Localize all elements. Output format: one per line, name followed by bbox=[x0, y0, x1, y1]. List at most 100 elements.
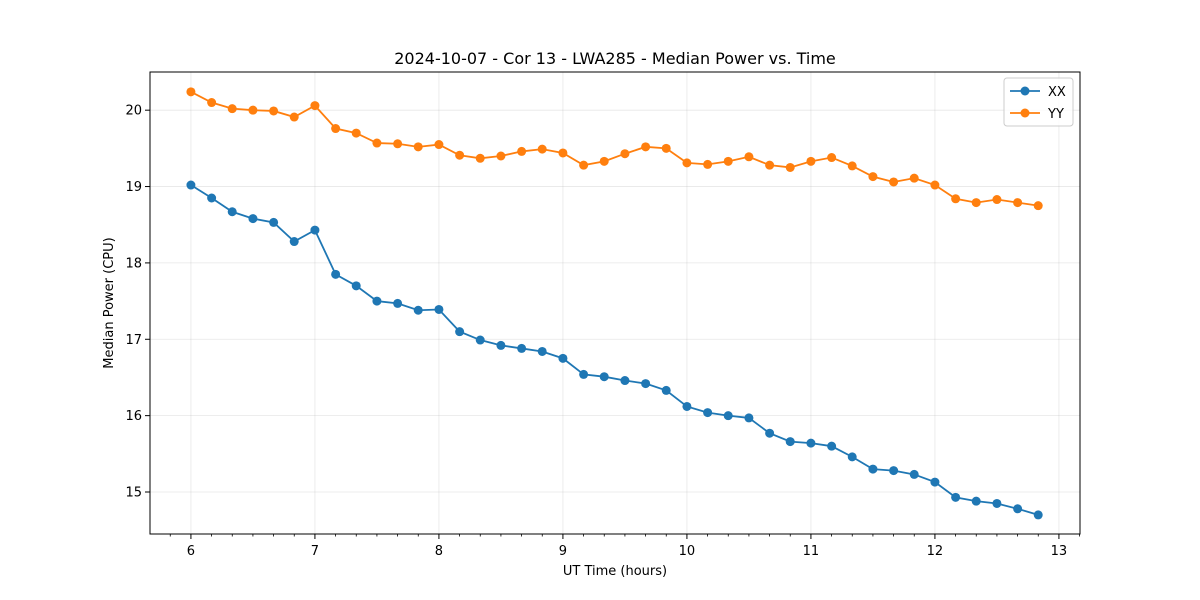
data-point-yy bbox=[310, 101, 320, 111]
data-point-xx bbox=[455, 327, 465, 337]
data-point-xx bbox=[558, 353, 568, 363]
y-tick-label: 20 bbox=[125, 104, 142, 119]
data-point-yy bbox=[434, 140, 444, 150]
data-point-xx bbox=[620, 376, 630, 386]
data-point-yy bbox=[765, 160, 775, 170]
data-point-xx bbox=[909, 469, 919, 479]
data-point-yy bbox=[889, 177, 899, 187]
data-point-xx bbox=[496, 340, 506, 350]
data-point-yy bbox=[227, 104, 237, 114]
y-tick-label: 18 bbox=[125, 256, 142, 271]
data-point-xx bbox=[765, 428, 775, 438]
data-point-xx bbox=[641, 379, 651, 389]
data-point-xx bbox=[310, 225, 320, 235]
data-point-yy bbox=[661, 143, 671, 153]
data-point-yy bbox=[723, 156, 733, 166]
data-point-yy bbox=[413, 142, 423, 152]
y-tick-label: 16 bbox=[125, 409, 142, 424]
x-tick-label: 13 bbox=[1051, 544, 1068, 559]
legend-marker bbox=[1020, 108, 1030, 118]
y-tick-label: 19 bbox=[125, 180, 142, 195]
data-point-yy bbox=[806, 156, 816, 166]
plot-area bbox=[186, 87, 1043, 520]
x-tick-label: 11 bbox=[803, 544, 820, 559]
data-point-yy bbox=[331, 124, 341, 134]
plot-frame bbox=[149, 71, 1081, 535]
data-point-xx bbox=[1013, 504, 1023, 514]
chart-title: 2024-10-07 - Cor 13 - LWA285 - Median Po… bbox=[394, 49, 836, 68]
data-point-yy bbox=[868, 172, 878, 182]
data-point-xx bbox=[599, 372, 609, 382]
data-point-yy bbox=[951, 194, 961, 204]
data-point-xx bbox=[889, 466, 899, 476]
x-tick-label: 9 bbox=[559, 544, 567, 559]
data-point-xx bbox=[868, 464, 878, 474]
data-point-xx bbox=[785, 437, 795, 447]
x-tick-label: 12 bbox=[927, 544, 944, 559]
data-point-yy bbox=[1013, 198, 1023, 208]
data-point-yy bbox=[186, 87, 196, 97]
y-axis-label: Median Power (CPU) bbox=[102, 237, 117, 368]
data-point-xx bbox=[847, 452, 857, 462]
data-point-yy bbox=[455, 150, 465, 160]
data-point-yy bbox=[475, 153, 485, 163]
data-point-xx bbox=[269, 217, 279, 227]
legend-marker bbox=[1020, 86, 1030, 96]
data-point-xx bbox=[723, 411, 733, 421]
data-point-yy bbox=[372, 138, 382, 148]
data-point-yy bbox=[537, 144, 547, 154]
x-tick-label: 6 bbox=[187, 544, 195, 559]
legend-label: YY bbox=[1047, 107, 1064, 122]
data-point-yy bbox=[558, 148, 568, 158]
data-point-xx bbox=[227, 207, 237, 217]
x-tick-label: 8 bbox=[435, 544, 443, 559]
x-tick-label: 10 bbox=[679, 544, 696, 559]
data-point-yy bbox=[393, 139, 403, 149]
data-point-yy bbox=[517, 146, 527, 156]
data-point-xx bbox=[207, 193, 217, 203]
data-point-xx bbox=[517, 343, 527, 353]
data-point-xx bbox=[992, 498, 1002, 508]
data-point-yy bbox=[351, 128, 361, 138]
data-point-yy bbox=[930, 180, 940, 190]
data-point-yy bbox=[971, 198, 981, 208]
data-point-yy bbox=[248, 105, 258, 115]
legend-label: XX bbox=[1048, 85, 1066, 100]
data-point-yy bbox=[579, 160, 589, 170]
data-point-yy bbox=[496, 151, 506, 161]
axis-ticks: 6 7 8 9 10 11 12 13 15 16 17 18 19 20 bbox=[125, 104, 1080, 559]
data-point-xx bbox=[951, 492, 961, 502]
data-point-xx bbox=[351, 281, 361, 291]
data-point-xx bbox=[1033, 510, 1043, 520]
legend: XX YY bbox=[1003, 77, 1074, 127]
y-tick-label: 15 bbox=[125, 486, 142, 501]
data-point-xx bbox=[186, 180, 196, 190]
data-point-xx bbox=[661, 385, 671, 395]
data-point-yy bbox=[289, 112, 299, 122]
data-point-xx bbox=[475, 335, 485, 345]
data-point-yy bbox=[992, 195, 1002, 205]
data-point-yy bbox=[599, 156, 609, 166]
data-point-yy bbox=[785, 162, 795, 172]
data-point-xx bbox=[703, 408, 713, 418]
data-point-xx bbox=[372, 296, 382, 306]
data-point-xx bbox=[579, 369, 589, 379]
series-xx bbox=[186, 180, 1043, 520]
data-point-yy bbox=[207, 98, 217, 108]
series-yy bbox=[186, 87, 1043, 211]
data-point-xx bbox=[413, 305, 423, 315]
x-tick-label: 7 bbox=[311, 544, 319, 559]
data-point-yy bbox=[909, 173, 919, 183]
data-point-yy bbox=[269, 106, 279, 116]
data-point-xx bbox=[827, 441, 837, 451]
data-point-yy bbox=[682, 158, 692, 168]
data-point-xx bbox=[744, 413, 754, 423]
data-point-yy bbox=[827, 153, 837, 163]
data-point-xx bbox=[930, 477, 940, 487]
data-point-yy bbox=[620, 149, 630, 159]
data-point-xx bbox=[682, 401, 692, 411]
data-point-xx bbox=[806, 438, 816, 448]
y-tick-label: 17 bbox=[125, 333, 142, 348]
